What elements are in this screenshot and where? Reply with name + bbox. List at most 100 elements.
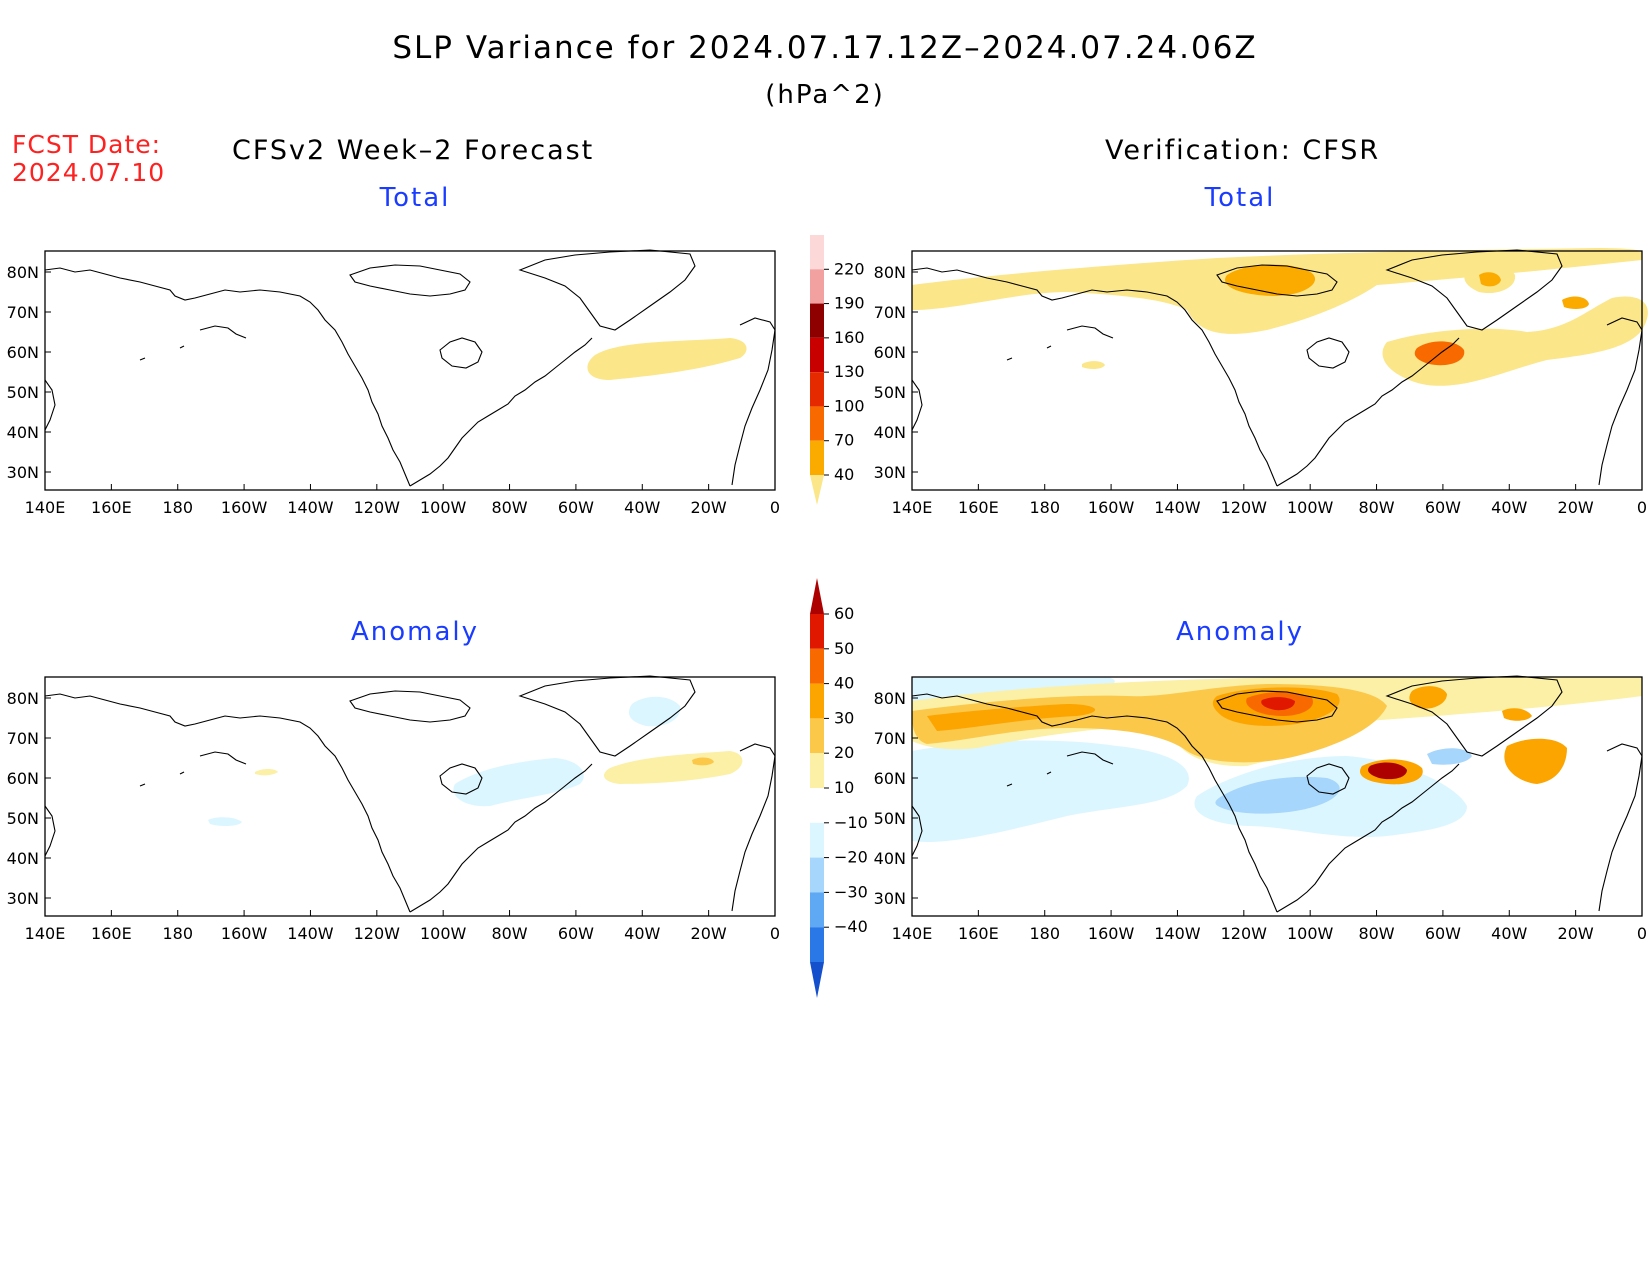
- coastline-7: [1066, 325, 1114, 339]
- colorbar-swatch: [810, 303, 824, 338]
- lon-tick-label: 140E: [25, 498, 66, 517]
- fcst-date-label: FCST Date:: [12, 130, 162, 159]
- coastline-6: [911, 805, 923, 857]
- coastline-8: [1006, 783, 1013, 787]
- colorbar-swatch-bottom: [810, 475, 824, 505]
- colorbar-label: 100: [834, 396, 865, 415]
- colorbar-label: 40: [834, 674, 854, 693]
- lon-tick-label: 20W: [1558, 924, 1594, 943]
- coastline-8: [1006, 357, 1013, 361]
- lon-tick-label: 120W: [1221, 498, 1268, 517]
- lon-tick-label: 140W: [287, 924, 334, 943]
- lat-tick-label: 30N: [874, 463, 906, 482]
- lon-tick-label: 80W: [1358, 498, 1394, 517]
- colorbar-label: −20: [834, 848, 868, 867]
- coastline-0: [911, 267, 1278, 487]
- lon-tick-label: 160E: [91, 498, 132, 517]
- lon-tick-label: 0: [770, 924, 780, 943]
- lon-tick-label: 160E: [91, 924, 132, 943]
- lon-tick-label: 0: [1637, 924, 1647, 943]
- coastline-7: [1066, 751, 1114, 765]
- lon-tick-label: 20W: [691, 924, 727, 943]
- lon-tick-label: 120W: [354, 498, 401, 517]
- coastline-2: [439, 763, 483, 795]
- lat-tick-label: 60N: [7, 769, 39, 788]
- lon-tick-label: 160W: [1088, 498, 1135, 517]
- lon-tick-label: 100W: [420, 924, 467, 943]
- fcst-date-value: 2024.07.10: [12, 158, 166, 187]
- colorbar-label: 190: [834, 294, 865, 313]
- lon-tick-label: 80W: [491, 924, 527, 943]
- vt-iceland-core: [1562, 296, 1589, 309]
- lon-tick-label: 140W: [1154, 924, 1201, 943]
- colorbar-swatch: [810, 406, 824, 441]
- lat-tick-label: 80N: [7, 263, 39, 282]
- colorbar-label: 220: [834, 259, 865, 278]
- fa-canada-neg: [453, 758, 584, 807]
- lat-tick-label: 30N: [7, 463, 39, 482]
- lat-tick-label: 50N: [874, 809, 906, 828]
- colorbar-swatch: [810, 683, 824, 719]
- fa-pacific-neg: [208, 817, 242, 827]
- lon-tick-label: 0: [770, 498, 780, 517]
- fa-atlantic-pos-core: [692, 757, 714, 766]
- vt-atlantic-band: [1382, 296, 1648, 386]
- lat-tick-label: 40N: [7, 849, 39, 868]
- lon-tick-label: 160E: [958, 498, 999, 517]
- colorbar-swatch: [810, 614, 824, 649]
- verification-column-header: Verification: CFSR: [1105, 135, 1381, 166]
- lat-tick-label: 60N: [874, 343, 906, 362]
- lat-tick-label: 40N: [874, 849, 906, 868]
- colorbar-swatch: [810, 753, 824, 788]
- lon-tick-label: 40W: [624, 498, 660, 517]
- va-atlantic-darkred: [1368, 762, 1407, 780]
- map-frame: [44, 250, 776, 491]
- colorbar-swatch: [810, 822, 824, 858]
- colorbar-label: 70: [834, 431, 854, 450]
- colorbar-swatch-top: [810, 578, 824, 614]
- lat-tick-label: 60N: [874, 769, 906, 788]
- colorbar-swatch: [810, 857, 824, 893]
- anomaly-colorbar: 60 50 40 30 20 10 −10 −20 −30 −40: [805, 578, 875, 1032]
- lon-tick-label: 100W: [1287, 924, 1334, 943]
- figure-units: (hPa^2): [765, 80, 885, 110]
- colorbar-label: 10: [834, 778, 854, 797]
- lon-tick-label: 60W: [1425, 924, 1461, 943]
- lon-tick-label: 60W: [1425, 498, 1461, 517]
- lon-tick-label: 140W: [1154, 498, 1201, 517]
- coastline-0: [44, 693, 411, 913]
- coastline-3: [1216, 690, 1338, 723]
- coastline-8: [139, 783, 146, 787]
- coastline-6: [44, 379, 56, 431]
- lon-tick-label: 60W: [558, 498, 594, 517]
- total-colorbar: 220 190 160 130 100 70 40: [805, 205, 875, 549]
- lon-tick-label: 160W: [221, 498, 268, 517]
- coastline-7: [199, 751, 247, 765]
- map-frame: [911, 250, 1643, 491]
- coastline-9: [179, 771, 185, 775]
- coastline-3: [349, 264, 471, 297]
- lat-tick-label: 50N: [874, 383, 906, 402]
- lat-tick-label: 80N: [874, 689, 906, 708]
- lon-tick-label: 80W: [491, 498, 527, 517]
- lon-tick-label: 140E: [892, 498, 933, 517]
- vt-pacific-spot: [1082, 361, 1105, 370]
- lat-tick-label: 70N: [874, 729, 906, 748]
- colorbar-swatch: [810, 235, 824, 270]
- lon-tick-label: 180: [162, 498, 193, 517]
- lon-tick-label: 140E: [25, 924, 66, 943]
- verification-total-subtitle: Total: [1204, 183, 1276, 213]
- colorbar-swatch: [810, 648, 824, 684]
- coastline-2: [439, 337, 483, 369]
- va-arctic-darkred: [1261, 697, 1295, 711]
- colorbar-swatch: [810, 718, 824, 754]
- total-colorbar-svg: 220 190 160 130 100 70 40: [810, 205, 865, 505]
- coastline-8: [139, 357, 146, 361]
- lon-tick-label: 100W: [1287, 498, 1334, 517]
- coastline-4: [518, 675, 696, 757]
- colorbar-swatch: [810, 440, 824, 475]
- coastline-9: [179, 345, 185, 349]
- colorbar-label: −30: [834, 882, 868, 901]
- coastline-1: [1276, 763, 1460, 913]
- colorbar-label: −40: [834, 917, 868, 936]
